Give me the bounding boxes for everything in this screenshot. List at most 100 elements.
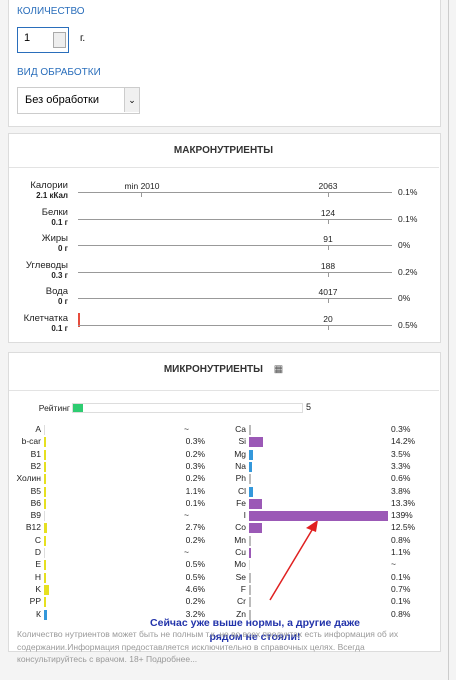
micro-card [8, 352, 441, 652]
nutrient-bar [44, 449, 46, 460]
nutrient-percent: 12.5% [391, 522, 416, 533]
nutrient-percent: ~ [184, 510, 189, 521]
macro-track [78, 298, 392, 300]
processing-label: ВИД ОБРАБОТКИ [17, 67, 101, 78]
nutrient-name: C [34, 534, 41, 545]
macro-amount: 0.1 г [51, 217, 68, 227]
macro-percent: 0% [398, 293, 411, 304]
nutrient-percent: 139% [391, 510, 413, 521]
nutrient-bar [44, 597, 46, 608]
macro-name: Вода [45, 286, 68, 298]
nutrient-percent: 0.3% [391, 424, 411, 434]
nutrient-bar [249, 584, 251, 595]
fiber-bar [78, 313, 80, 327]
quantity-label: КОЛИЧЕСТВО [17, 6, 85, 17]
nutrient-percent: 0.2% [185, 473, 205, 484]
spinner[interactable] [53, 32, 66, 48]
nutrient-percent: 0.1% [391, 596, 411, 607]
nutrient-percent: 0.2% [185, 596, 205, 607]
nutrient-percent: ~ [184, 547, 189, 557]
nutrient-name: D [34, 547, 41, 557]
nutrient-bar [44, 609, 48, 620]
nutrient-percent: 1.1% [391, 547, 411, 557]
nutrient-percent: 0.2% [185, 448, 205, 459]
nutrient-bar [249, 548, 251, 558]
nutrient-name: A [35, 424, 41, 434]
macro-card [8, 133, 441, 343]
nutrient-name: PP [29, 596, 41, 607]
norm-label: 91 [323, 234, 333, 245]
norm-label: 124 [320, 207, 336, 218]
nutrient-percent: ~ [184, 424, 189, 434]
table-icon[interactable]: ▦ [273, 364, 284, 375]
nutrient-bar [249, 535, 251, 546]
min-tick [141, 192, 142, 197]
norm-tick [328, 325, 329, 330]
norm-tick [328, 245, 329, 251]
nutrient-percent: 0.8% [391, 534, 411, 545]
macro-amount: 0.3 г [51, 270, 68, 280]
nutrient-percent: 13.3% [391, 497, 416, 508]
min-label: min 2010 [124, 181, 160, 191]
nutrient-percent: 0.5% [185, 559, 205, 570]
norm-label: 2063 [318, 181, 338, 191]
nutrient-bar [249, 511, 388, 522]
nutrient-percent: 0.5% [185, 571, 205, 582]
nutrient-name: Ca [235, 424, 246, 434]
nutrient-percent: 0.7% [391, 583, 411, 594]
nutrient-name: F [240, 583, 246, 594]
nutrient-percent: 2.7% [185, 522, 205, 533]
macro-track [78, 218, 392, 220]
nutrient-name: H [34, 571, 41, 582]
nutrient-percent: 0.2% [185, 534, 205, 545]
nutrient-bar [44, 560, 46, 571]
nutrient-name: Cr [237, 596, 246, 607]
macro-percent: 0.2% [398, 266, 418, 277]
nutrient-name: E [35, 559, 41, 570]
macro-name: Клетчатка [23, 313, 68, 324]
processing-select[interactable] [17, 87, 140, 114]
macro-amount: 0.1 г [51, 324, 68, 333]
micro-title-wrap: МИКРОНУТРИЕНТЫ ▦ [8, 364, 439, 375]
nutrient-bar [44, 584, 49, 595]
nutrient-bar [44, 535, 46, 546]
nutrient-name: Fe [236, 497, 246, 508]
macro-name: Жиры [41, 233, 68, 245]
scroll-edge [448, 0, 449, 680]
nutrient-name: B2 [30, 460, 41, 471]
footer-note: Количество нутриентов может быть не полн… [17, 629, 399, 664]
norm-tick [328, 218, 329, 224]
annotation: Сейчас уже выше нормы, а другие даже ряд… [150, 617, 360, 643]
macro-percent: 0% [398, 240, 411, 251]
nutrient-bar [44, 474, 46, 485]
nutrient-percent: 0.1% [391, 571, 411, 582]
nutrient-bar [249, 486, 253, 497]
select-arrow[interactable]: ⌄ [124, 88, 139, 112]
macro-name: Белки [41, 206, 68, 218]
row-tick [44, 548, 45, 558]
macro-amount: 2.1 кКал [36, 191, 68, 200]
micro-title: МИКРОНУТРИЕНТЫ [163, 364, 263, 375]
norm-tick [328, 271, 329, 277]
nutrient-name: Na [235, 460, 246, 471]
arrow [269, 524, 316, 601]
nutrient-percent: 0.8% [391, 608, 411, 619]
nutrient-name: B5 [30, 485, 41, 496]
nutrient-percent: 0.6% [391, 473, 411, 484]
divider [9, 390, 439, 391]
macro-title: МАКРОНУТРИЕНТЫ [173, 145, 274, 156]
rating-label: Рейтинг [38, 403, 70, 413]
norm-tick [328, 192, 329, 197]
nutrient-bar [249, 425, 251, 435]
nutrient-name: Cu [235, 547, 246, 557]
norm-label: 20 [323, 314, 333, 324]
norm-label: 4017 [318, 287, 338, 298]
nutrient-bar [44, 498, 46, 509]
nutrient-percent: 4.6% [185, 583, 205, 594]
macro-percent: 0.5% [398, 320, 418, 330]
nutrient-percent: 0.1% [185, 497, 205, 508]
macro-percent: 0.1% [398, 187, 418, 197]
nutrient-name: К [36, 608, 41, 619]
